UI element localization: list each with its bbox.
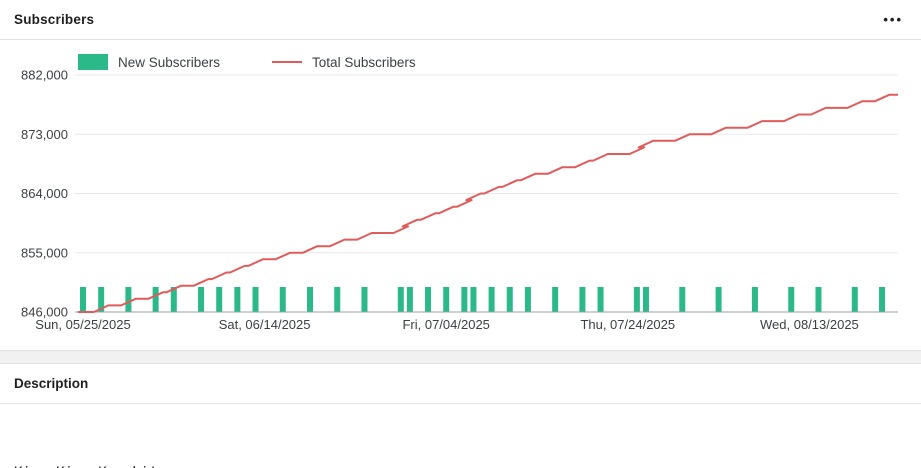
subscribers-chart: 882,000 873,000 864,000 855,000 846,000 Sun, … <box>0 40 921 350</box>
new-subscribers-bar <box>406 287 413 312</box>
legend-label-total-subscribers: Total Subscribers <box>312 54 416 70</box>
section-divider-band <box>0 350 921 364</box>
new-subscribers-bar <box>279 287 286 312</box>
new-subscribers-bar <box>851 287 858 312</box>
chart-legend: New Subscribers Total Subscribers <box>78 54 416 70</box>
total-subscribers-line-icon <box>272 61 303 63</box>
x-axis-tick-label: Sun, 05/25/2025 <box>35 317 130 332</box>
y-axis-tick-label: 864,000 <box>21 186 68 201</box>
x-axis-tick-label: Wed, 08/13/2025 <box>760 317 859 332</box>
x-axis-tick-label: Thu, 07/24/2025 <box>580 317 675 332</box>
new-subscribers-bar <box>98 287 105 312</box>
new-subscribers-bar <box>361 287 368 312</box>
subscribers-card-header: Subscribers ••• <box>0 0 921 40</box>
legend-label-new-subscribers: New Subscribers <box>118 54 221 70</box>
new-subscribers-bar <box>470 287 477 312</box>
new-subscribers-bar <box>524 287 531 312</box>
new-subscribers-bar <box>425 287 432 312</box>
new-subscribers-bar <box>461 287 468 312</box>
description-card: Description Kira Kira Koseki! Sparkling … <box>0 364 921 468</box>
new-subscribers-bar <box>125 287 132 312</box>
description-text: Kira Kira Koseki! Sparkling Gem of holol… <box>0 404 921 468</box>
new-subscribers-bar <box>334 287 341 312</box>
new-subscribers-bar <box>506 287 513 312</box>
subscribers-card: Subscribers ••• 882,000 873,000 864,000 855… <box>0 0 921 350</box>
new-subscribers-bar <box>216 287 223 312</box>
new-subscribers-bar <box>715 287 722 312</box>
new-subscribers-bar <box>788 287 795 312</box>
new-subscribers-bar <box>552 287 559 312</box>
new-subscribers-bar <box>579 287 586 312</box>
new-subscribers-bar <box>488 287 495 312</box>
new-subscribers-bar <box>633 287 640 312</box>
description-line: Kira Kira Koseki! <box>14 462 907 468</box>
new-subscribers-bar <box>815 287 822 312</box>
new-subscribers-bar <box>234 287 241 312</box>
new-subscribers-bar <box>397 287 404 312</box>
new-subscribers-bar <box>443 287 450 312</box>
new-subscribers-bar <box>252 287 259 312</box>
new-subscribers-bar <box>597 287 604 312</box>
ellipsis-menu-icon[interactable]: ••• <box>881 9 905 30</box>
subscribers-chart-plot: 882,000 873,000 864,000 855,000 846,000Sun, … <box>21 68 898 332</box>
new-subscribers-bar <box>80 287 86 312</box>
new-subscribers-bar <box>307 287 313 312</box>
y-axis-tick-label: 873,000 <box>21 127 68 142</box>
subscribers-title: Subscribers <box>14 12 95 27</box>
new-subscribers-bar <box>170 287 177 312</box>
x-axis-tick-label: Sat, 06/14/2025 <box>219 317 311 332</box>
new-subscribers-bar <box>642 287 649 312</box>
new-subscribers-bar <box>152 287 159 312</box>
description-title: Description <box>14 376 89 391</box>
x-axis-tick-label: Fri, 07/04/2025 <box>402 317 489 332</box>
new-subscribers-bar <box>198 287 205 312</box>
new-subscribers-bar <box>751 287 758 312</box>
new-subscribers-swatch-icon <box>78 54 108 70</box>
y-axis-tick-label: 882,000 <box>21 68 68 83</box>
new-subscribers-bar <box>879 287 886 312</box>
y-axis-tick-label: 846,000 <box>21 305 68 320</box>
y-axis-tick-label: 855,000 <box>21 245 68 260</box>
description-card-header: Description <box>0 364 921 404</box>
new-subscribers-bar <box>679 287 686 312</box>
total-subscribers-line <box>78 93 898 313</box>
